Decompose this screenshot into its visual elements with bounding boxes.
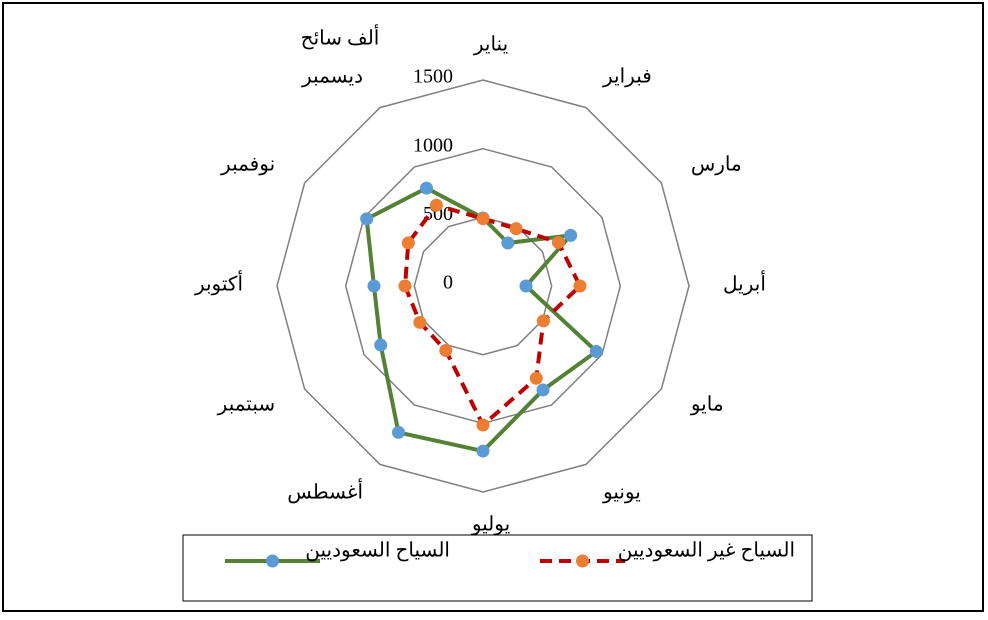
marker bbox=[367, 279, 381, 293]
marker bbox=[429, 198, 443, 212]
category-label: ديسمبر bbox=[301, 66, 363, 88]
marker bbox=[589, 344, 603, 358]
tick-label: 1500 bbox=[413, 66, 453, 88]
marker bbox=[401, 236, 415, 250]
category-label: أبريل bbox=[723, 270, 766, 296]
legend-label: السياح غير السعوديين bbox=[618, 540, 795, 562]
marker bbox=[419, 181, 433, 195]
tick-label: 1000 bbox=[413, 134, 453, 156]
marker bbox=[439, 343, 453, 357]
category-label: مارس bbox=[691, 154, 742, 176]
marker bbox=[374, 338, 388, 352]
marker bbox=[509, 222, 523, 236]
category-label: فبراير bbox=[602, 66, 652, 88]
legend-marker bbox=[266, 554, 279, 568]
grid-ring bbox=[276, 79, 690, 493]
category-label: مايو bbox=[690, 394, 724, 416]
grid-ring bbox=[413, 216, 553, 356]
marker bbox=[413, 315, 427, 329]
marker bbox=[529, 371, 543, 385]
category-label: أكتوبر bbox=[194, 270, 243, 296]
category-label: يوليو bbox=[471, 514, 510, 536]
marker bbox=[519, 279, 533, 293]
marker bbox=[391, 425, 405, 439]
category-label: يونيو bbox=[602, 481, 641, 503]
marker bbox=[360, 212, 374, 226]
marker bbox=[536, 314, 550, 328]
marker bbox=[476, 212, 490, 226]
marker bbox=[398, 279, 412, 293]
legend-label: السياح السعوديين bbox=[305, 540, 450, 562]
tick-label: 500 bbox=[423, 203, 453, 225]
marker bbox=[551, 235, 565, 249]
marker bbox=[564, 228, 578, 242]
marker bbox=[573, 279, 587, 293]
marker bbox=[476, 418, 490, 432]
unit-label: ألف سائح bbox=[301, 24, 380, 50]
category-label: سبتمبر bbox=[217, 394, 275, 416]
frame bbox=[2, 2, 984, 612]
marker bbox=[536, 383, 550, 397]
legend-box bbox=[182, 534, 813, 602]
marker bbox=[476, 444, 490, 458]
series-line bbox=[364, 185, 600, 454]
category-label: نوفمبر bbox=[220, 154, 275, 176]
tick-label: 0 bbox=[443, 272, 453, 294]
category-label: أغسطس bbox=[287, 477, 363, 503]
legend-marker bbox=[576, 554, 589, 568]
category-label: يناير bbox=[473, 34, 508, 56]
marker bbox=[501, 236, 515, 250]
